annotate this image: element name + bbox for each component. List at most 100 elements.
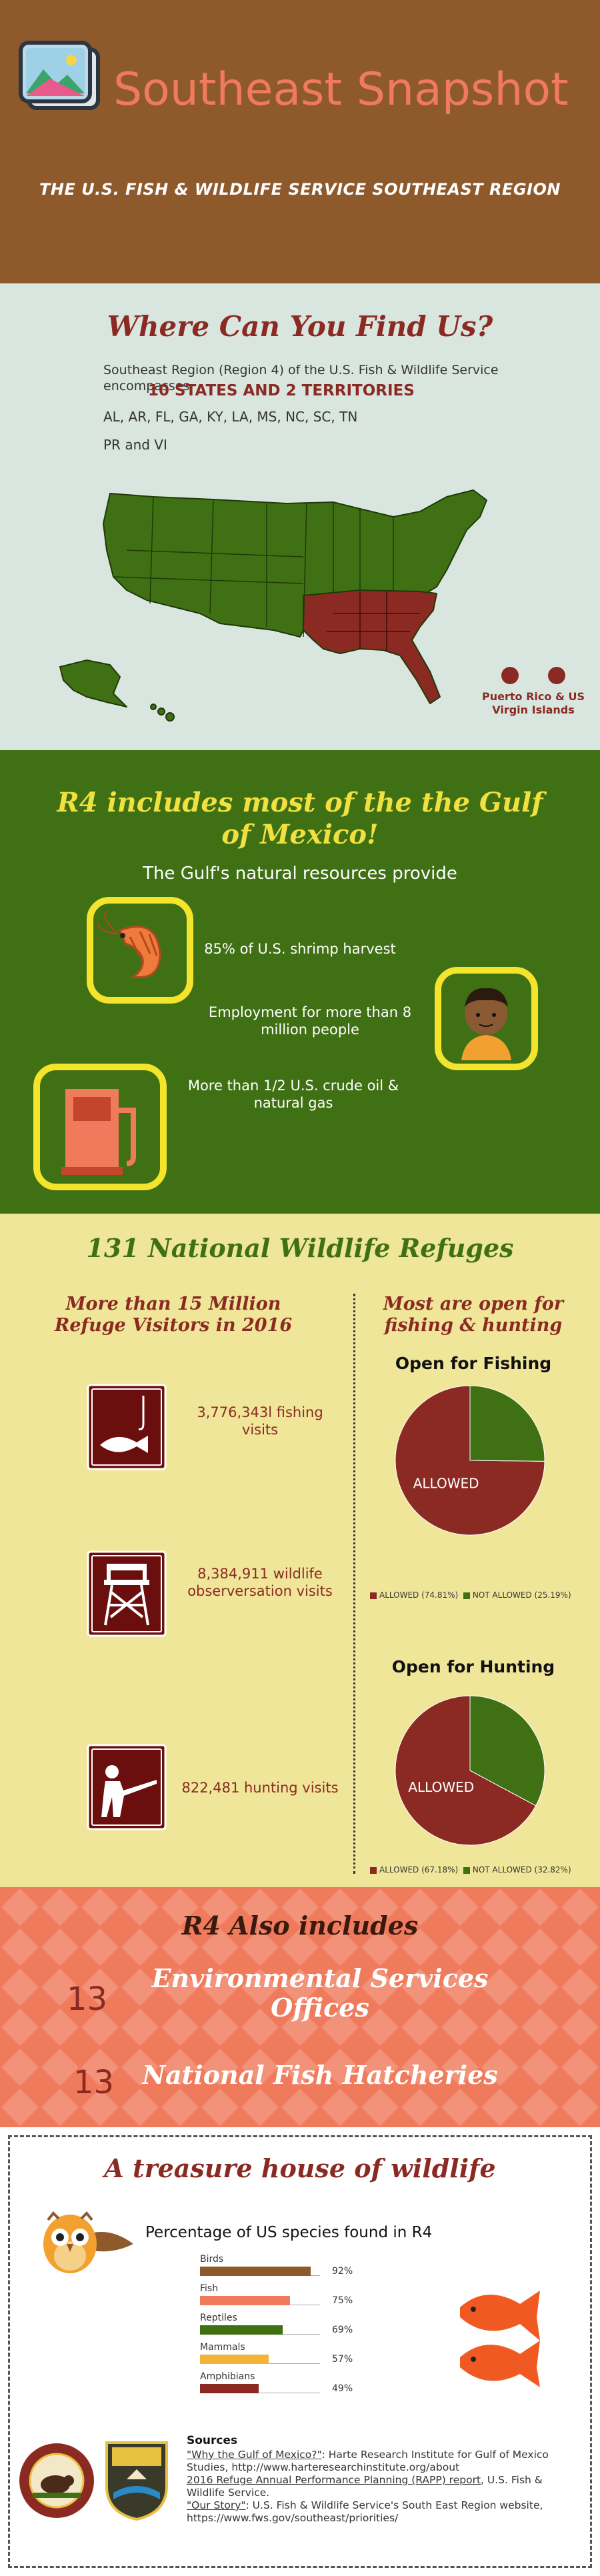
also-heading: R4 Also includes	[181, 1910, 419, 1941]
fishing-icon	[87, 1384, 167, 1470]
bar	[200, 2384, 259, 2393]
where-states: AL, AR, FL, GA, KY, LA, MS, NC, SC, TN	[103, 409, 358, 425]
where-description: Southeast Region (Region 4) of the U.S. …	[103, 363, 499, 393]
page-subtitle: THE U.S. FISH & WILDLIFE SERVICE SOUTHEA…	[39, 180, 561, 199]
pie-slice-allowed	[395, 1695, 537, 1846]
sources-body: "Why the Gulf of Mexico?": Harte Researc…	[187, 2449, 573, 2525]
bar-label: Amphibians	[200, 2371, 255, 2382]
where-count: 10 STATES AND 2 TERRITORIES	[148, 382, 415, 399]
bar-track: 75%	[200, 2295, 353, 2306]
bar-track: 57%	[200, 2354, 353, 2365]
refuges-section: 131 National Wildlife Refuges More than …	[0, 1214, 600, 1887]
sources-heading: Sources	[187, 2434, 238, 2447]
where-section: Where Can You Find Us? Southeast Region …	[0, 283, 600, 750]
pie-slice-label: ALLOWED	[408, 1779, 474, 1795]
where-heading: Where Can You Find Us?	[107, 310, 493, 343]
bar-value-label: 69%	[332, 2325, 353, 2335]
bar-label: Fish	[200, 2283, 219, 2294]
also-count-hatcheries: 13	[73, 2064, 115, 2101]
bar-track: 92%	[200, 2266, 353, 2277]
bar-row: Amphibians 49%	[200, 2371, 400, 2394]
page-title: Southeast Snapshot	[113, 63, 569, 116]
gulf-heading: R4 includes most of the the Gulf of Mexi…	[57, 787, 543, 850]
bar-label: Birds	[200, 2254, 224, 2265]
legend-swatch-allowed	[370, 1592, 377, 1599]
visitors-heading: More than 15 Million Refuge Visitors in …	[54, 1294, 293, 1336]
hunting-pie-legend: ALLOWED (67.18%) NOT ALLOWED (32.82%)	[370, 1865, 597, 1874]
treasure-section: A treasure house of wildlife Percentage …	[0, 2127, 600, 2576]
puerto-rico-marker	[501, 667, 519, 684]
bar	[200, 2325, 283, 2335]
source-link-story[interactable]: "Our Story"	[187, 2499, 246, 2511]
gulf-item-shrimp: 85% of U.S. shrimp harvest	[204, 941, 396, 957]
species-chart-title: Percentage of US species found in R4	[145, 2224, 433, 2241]
person-icon-box	[435, 967, 538, 1070]
gulf-subheading: The Gulf's natural resources provide	[143, 864, 457, 884]
column-divider	[353, 1294, 355, 1874]
gulf-item-employment: Employment for more than 8 million peopl…	[208, 1004, 412, 1038]
also-label-hatcheries: National Fish Hatcheries	[142, 2060, 498, 2090]
visit-wildlife: 8,384,911 wildlife observersation visits	[187, 1566, 333, 1599]
source-text-gulf: : Harte Research Institute for Gulf of M…	[187, 2449, 549, 2473]
source-link-gulf[interactable]: "Why the Gulf of Mexico?"	[187, 2449, 322, 2461]
legend-swatch-not-allowed	[463, 1592, 470, 1599]
visit-hunting: 822,481 hunting visits	[181, 1780, 339, 1796]
bar	[200, 2355, 269, 2364]
legend-allowed: ALLOWED (67.18%)	[379, 1865, 459, 1874]
bar-label: Reptiles	[200, 2313, 237, 2323]
open-heading: Most are open for fishing & hunting	[383, 1294, 564, 1336]
hunting-pie-title: Open for Hunting	[391, 1657, 555, 1676]
hunting-icon	[87, 1744, 167, 1830]
bar-row: Fish 75%	[200, 2283, 400, 2306]
legend-not-allowed: NOT ALLOWED (25.19%)	[472, 1590, 571, 1600]
bar-value-label: 57%	[332, 2354, 353, 2365]
person-icon	[461, 988, 511, 1060]
also-section: R4 Also includes 13 Environmental Servic…	[0, 1887, 600, 2127]
bar-value-label: 92%	[332, 2266, 353, 2277]
us-map	[59, 489, 487, 722]
fish-icon	[460, 2291, 540, 2387]
legend-not-allowed: NOT ALLOWED (32.82%)	[472, 1865, 571, 1874]
gas-pump-icon	[61, 1089, 136, 1175]
bar-track: 69%	[200, 2325, 353, 2335]
pie-slice-not-allowed	[469, 1385, 545, 1462]
shrimp-icon-box	[87, 897, 193, 1004]
source-link-rapp[interactable]: 2016 Refuge Annual Performance Planning …	[187, 2474, 481, 2486]
gulf-item-oil: More than 1/2 U.S. crude oil & natural g…	[187, 1078, 399, 1111]
bar-value-label: 75%	[332, 2295, 353, 2306]
also-count-offices: 13	[67, 1981, 108, 2018]
shrimp-icon	[97, 911, 161, 979]
hunting-pie-chart: ALLOWED	[395, 1695, 545, 1846]
territory-markers	[501, 667, 565, 684]
doi-seal-icon	[19, 2443, 94, 2518]
fishing-pie-chart: ALLOWED	[395, 1385, 545, 1536]
territory-label: Puerto Rico & US Virgin Islands	[482, 690, 585, 716]
landscape-photo-icon	[19, 41, 100, 110]
owl-icon	[43, 2211, 133, 2273]
pie-slice-label: ALLOWED	[413, 1475, 479, 1491]
treasure-heading: A treasure house of wildlife	[104, 2153, 496, 2183]
watchtower-icon	[87, 1550, 167, 1637]
bar-row: Birds 92%	[200, 2254, 400, 2277]
bar-row: Reptiles 69%	[200, 2313, 400, 2335]
legend-allowed: ALLOWED (74.81%)	[379, 1590, 459, 1600]
fishing-pie-title: Open for Fishing	[395, 1354, 552, 1373]
bar-track: 49%	[200, 2383, 353, 2394]
bar	[200, 2296, 290, 2305]
pie-slice-not-allowed	[469, 1695, 545, 1806]
legend-swatch-not-allowed	[463, 1866, 470, 1874]
fishing-pie-legend: ALLOWED (74.81%) NOT ALLOWED (25.19%)	[370, 1590, 597, 1600]
legend-swatch-allowed	[370, 1866, 377, 1874]
visit-fishing: 3,776,343l fishing visits	[197, 1404, 323, 1438]
gulf-section: R4 includes most of the the Gulf of Mexi…	[0, 750, 600, 1214]
fws-logo-icon	[105, 2441, 168, 2521]
virgin-islands-marker	[548, 667, 565, 684]
header-section: Southeast Snapshot THE U.S. FISH & WILDL…	[0, 0, 600, 283]
alaska-map	[59, 660, 127, 708]
bar-row: Mammals 57%	[200, 2342, 400, 2365]
refuges-heading: 131 National Wildlife Refuges	[86, 1233, 514, 1263]
diamond-pattern	[0, 1887, 600, 2127]
treasure-border	[8, 2135, 592, 2568]
where-territories: PR and VI	[103, 437, 167, 453]
source-text-rapp: , U.S. Fish & Wildlife Service.	[187, 2474, 543, 2499]
